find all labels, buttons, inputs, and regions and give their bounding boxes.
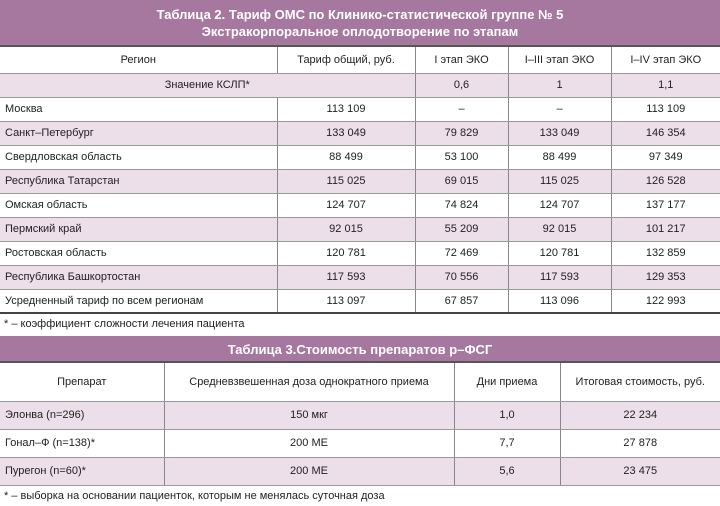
cell-value: 27 878 xyxy=(559,429,720,458)
table3-header-row: Препарат Средневзвешенная доза однократн… xyxy=(0,363,720,402)
header-cell: Дни приема xyxy=(453,363,560,402)
cell-value: 92 015 xyxy=(276,217,415,242)
cell-value: 22 234 xyxy=(559,401,720,430)
cell-value: 72 469 xyxy=(414,241,508,266)
kslp-value: 1,1 xyxy=(610,73,720,98)
cell-value: 117 593 xyxy=(507,265,611,290)
row-label: Элонва (n=296) xyxy=(0,401,164,430)
row-label: Пермский край xyxy=(0,217,277,242)
table3-title: Таблица 3.Стоимость препаратов р–ФСГ xyxy=(0,336,720,363)
cell-value: 88 499 xyxy=(507,145,611,170)
table2-header-row: Регион Тариф общий, руб. I этап ЭКО I–II… xyxy=(0,47,720,74)
table-row: Элонва (n=296) 150 мкг 1,0 22 234 xyxy=(0,401,720,430)
cell-value: 70 556 xyxy=(414,265,508,290)
cell-value: 113 096 xyxy=(507,289,611,314)
header-cell: Средневзвешенная доза однократного прием… xyxy=(163,363,454,402)
cell-value: 117 593 xyxy=(276,265,415,290)
table-row: Республика Башкортостан 117 593 70 556 117 … xyxy=(0,265,720,290)
header-cell: Регион xyxy=(0,47,277,74)
cell-value: 113 097 xyxy=(276,289,415,314)
cell-value: 200 МЕ xyxy=(163,429,454,458)
header-cell: Итоговая стоимость, руб. xyxy=(559,363,720,402)
cell-value: 133 049 xyxy=(507,121,611,146)
cell-value: 79 829 xyxy=(414,121,508,146)
table-row: Республика Татарстан 115 025 69 015 115 025… xyxy=(0,169,720,194)
table-row: Москва 113 109– –113 109 xyxy=(0,97,720,122)
cell-value: 146 354 xyxy=(610,121,720,146)
cell-value: 120 781 xyxy=(507,241,611,266)
cell-value: 126 528 xyxy=(610,169,720,194)
header-cell: I–III этап ЭКО xyxy=(507,47,611,74)
cell-value: 122 993 xyxy=(610,289,720,314)
table-row: Свердловская область 88 499 53 100 88 499 97… xyxy=(0,145,720,170)
cell-value: 92 015 xyxy=(507,217,611,242)
cell-value: 23 475 xyxy=(559,457,720,486)
cell-value: 200 МЕ xyxy=(163,457,454,486)
cell-value: 101 217 xyxy=(610,217,720,242)
table3-footnote: * – выборка на основании пациенток, кото… xyxy=(4,489,385,502)
cell-value: 1,0 xyxy=(453,401,560,430)
cell-value: 53 100 xyxy=(414,145,508,170)
cell-value: 88 499 xyxy=(276,145,415,170)
cell-value: 137 177 xyxy=(610,193,720,218)
cell-value: 67 857 xyxy=(414,289,508,314)
kslp-row: Значение КСЛП* 0,6 1 1,1 xyxy=(0,73,720,98)
cell-value: 129 353 xyxy=(610,265,720,290)
row-label: Ростовская область xyxy=(0,241,277,266)
table-row: Ростовская область 120 781 72 469 120 781 13… xyxy=(0,241,720,266)
kslp-value: 1 xyxy=(507,73,611,98)
table-row: Гонал–Ф (n=138)* 200 МЕ 7,7 27 878 xyxy=(0,429,720,458)
cell-value: 115 025 xyxy=(276,169,415,194)
table2-title: Таблица 2. Тариф ОМС по Клинико-статисти… xyxy=(0,0,720,47)
tariff-table: Регион Тариф общий, руб. I этап ЭКО I–II… xyxy=(0,47,720,314)
cell-value: 7,7 xyxy=(453,429,560,458)
cell-value: 132 859 xyxy=(610,241,720,266)
cell-value: 5,6 xyxy=(453,457,560,486)
cell-value: 74 824 xyxy=(414,193,508,218)
row-label: Усредненный тариф по всем регионам xyxy=(0,289,277,314)
row-label: Свердловская область xyxy=(0,145,277,170)
kslp-label: Значение КСЛП* xyxy=(0,73,415,98)
header-cell: I этап ЭКО xyxy=(414,47,508,74)
table-row: Омская область 124 707 74 824 124 707 137 17… xyxy=(0,193,720,218)
row-label: Гонал–Ф (n=138)* xyxy=(0,429,164,458)
table2-footnote: * – коэффициент сложности лечения пациен… xyxy=(4,318,245,330)
table-row: Пермский край 92 015 55 209 92 015 101 217 xyxy=(0,217,720,242)
cell-value: 124 707 xyxy=(276,193,415,218)
cell-value: 124 707 xyxy=(507,193,611,218)
row-label: Республика Татарстан xyxy=(0,169,277,194)
cell-value: – xyxy=(507,97,611,122)
cell-value: 115 025 xyxy=(507,169,611,194)
header-cell: Тариф общий, руб. xyxy=(276,47,415,74)
cell-value: 120 781 xyxy=(276,241,415,266)
cell-value: 113 109 xyxy=(276,97,415,122)
header-cell: I–IV этап ЭКО xyxy=(610,47,720,74)
cell-value: 133 049 xyxy=(276,121,415,146)
cell-value: – xyxy=(414,97,508,122)
header-cell: Препарат xyxy=(0,363,164,402)
cell-value: 69 015 xyxy=(414,169,508,194)
row-label: Пурегон (n=60)* xyxy=(0,457,164,486)
cell-value: 113 109 xyxy=(610,97,720,122)
kslp-value: 0,6 xyxy=(414,73,508,98)
table-row: Усредненный тариф по всем регионам 113 09… xyxy=(0,289,720,314)
drug-cost-table: Препарат Средневзвешенная доза однократн… xyxy=(0,363,720,486)
cell-value: 150 мкг xyxy=(163,401,454,430)
row-label: Москва xyxy=(0,97,277,122)
row-label: Омская область xyxy=(0,193,277,218)
table-row: Пурегон (n=60)* 200 МЕ 5,6 23 475 xyxy=(0,457,720,486)
cell-value: 97 349 xyxy=(610,145,720,170)
table-row: Санкт–Петербург 133 049 79 829 133 049 146 3… xyxy=(0,121,720,146)
row-label: Санкт–Петербург xyxy=(0,121,277,146)
row-label: Республика Башкортостан xyxy=(0,265,277,290)
cell-value: 55 209 xyxy=(414,217,508,242)
